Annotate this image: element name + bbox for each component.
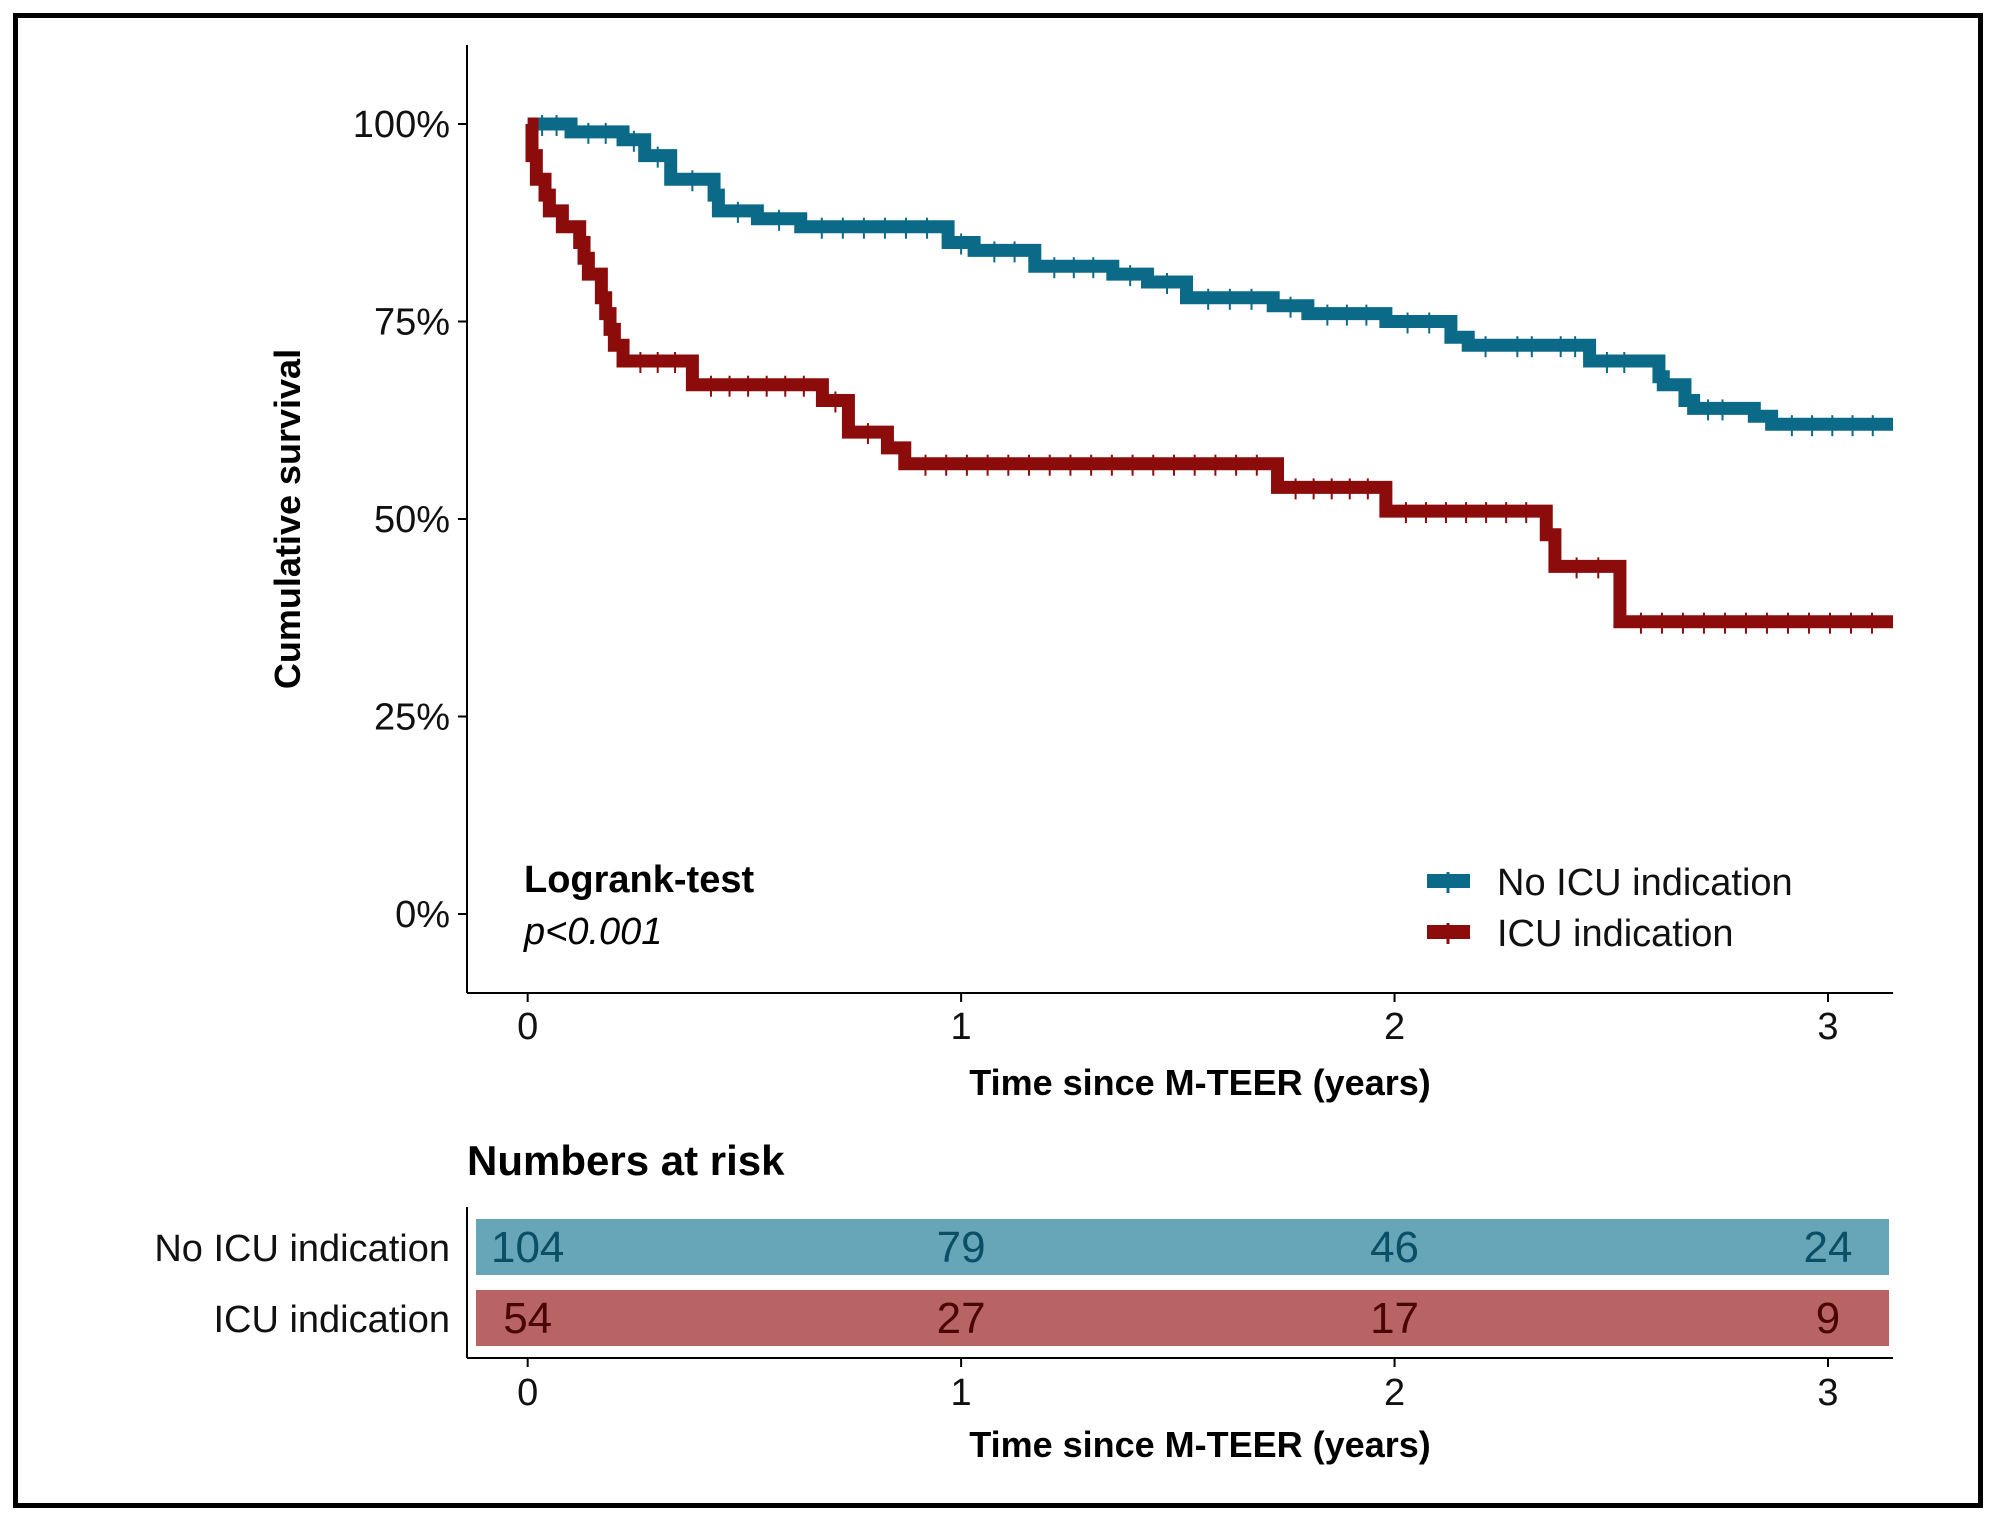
y-axis-ticks: 0% 25% 50% 75% 100% [353, 104, 467, 936]
risk-count: 46 [1370, 1223, 1419, 1272]
risk-x-tick-label: 3 [1817, 1372, 1838, 1414]
survival-curves [525, 115, 1893, 634]
risk-count: 24 [1804, 1223, 1853, 1272]
risk-row-band [476, 1219, 1889, 1275]
y-tick-label: 25% [374, 697, 450, 739]
risk-count: 104 [491, 1223, 564, 1272]
x-tick-label: 3 [1817, 1006, 1838, 1048]
legend-label: No ICU indication [1497, 862, 1793, 904]
x-tick-label: 0 [517, 1006, 538, 1048]
risk-count: 54 [503, 1294, 552, 1343]
risk-count: 9 [1816, 1294, 1840, 1343]
risk-row-label: ICU indication [213, 1299, 450, 1341]
x-tick-label: 1 [951, 1006, 972, 1048]
icu-survival-curve [525, 117, 1893, 629]
y-tick-label: 75% [374, 302, 450, 344]
risk-table-title: Numbers at risk [467, 1137, 785, 1184]
y-tick-label: 0% [395, 894, 450, 936]
y-axis-label: Cumulative survival [267, 349, 308, 689]
survival-plot-panel: 0% 25% 50% 75% 100% 0 1 2 3 Cumulative survival… [267, 45, 1893, 1103]
risk-table-x-axis-label: Time since M-TEER (years) [969, 1424, 1431, 1465]
x-tick-label: 2 [1384, 1006, 1405, 1048]
risk-x-tick-label: 2 [1384, 1372, 1405, 1414]
risk-count: 27 [937, 1294, 986, 1343]
risk-count: 79 [937, 1223, 986, 1272]
x-axis-ticks: 0 1 2 3 [517, 993, 1839, 1048]
legend: No ICU indication ICU indication [1427, 862, 1793, 955]
risk-row-label: No ICU indication [154, 1228, 450, 1270]
p-value-text: p<0.001 [523, 911, 662, 953]
x-axis-label: Time since M-TEER (years) [969, 1062, 1431, 1103]
legend-label: ICU indication [1497, 913, 1734, 955]
risk-count: 17 [1370, 1294, 1419, 1343]
risk-table-rows: No ICU indication 104 79 46 24 ICU indication… [154, 1219, 1889, 1346]
numbers-at-risk-panel: Numbers at risk No ICU indication 104 79 46… [154, 1137, 1893, 1465]
risk-x-tick-label: 1 [951, 1372, 972, 1414]
risk-table-x-ticks: 0 1 2 3 [517, 1358, 1839, 1414]
y-tick-label: 100% [353, 104, 450, 146]
y-tick-label: 50% [374, 499, 450, 541]
logrank-test-title: Logrank-test [524, 859, 754, 901]
risk-row-band [476, 1290, 1889, 1346]
risk-x-tick-label: 0 [517, 1372, 538, 1414]
